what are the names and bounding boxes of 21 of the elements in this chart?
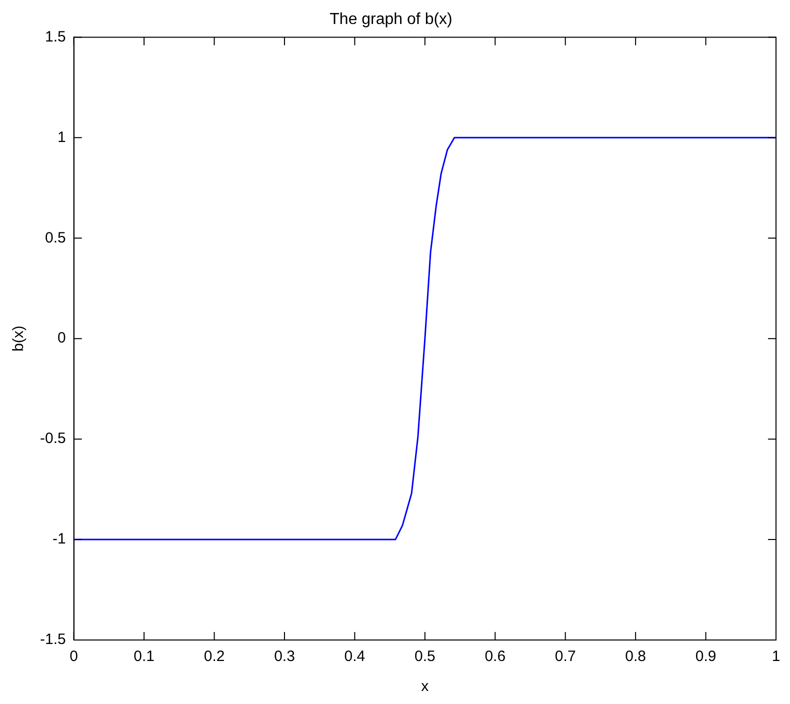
x-tick-label: 0.7 bbox=[554, 648, 576, 666]
x-tick-label: 0.6 bbox=[484, 648, 506, 666]
y-tick-label: 0 bbox=[58, 330, 66, 347]
x-tick-label: 1 bbox=[772, 648, 780, 666]
y-tick-label: 1 bbox=[58, 128, 66, 146]
y-tick-label: -1.5 bbox=[40, 631, 66, 648]
y-tick-label: -0.5 bbox=[40, 430, 66, 448]
y-tick-label: -1 bbox=[52, 530, 66, 548]
y-tick-label: 1.5 bbox=[44, 28, 66, 46]
x-tick-label: 0.3 bbox=[274, 648, 295, 666]
x-tick-label: 0.8 bbox=[625, 648, 646, 666]
x-tick-label: 0.1 bbox=[134, 648, 154, 666]
x-tick-label: 0.4 bbox=[344, 648, 366, 666]
x-tick-label: 0 bbox=[70, 648, 78, 666]
x-tick-label: 0.2 bbox=[204, 648, 225, 666]
x-tick-label: 0.9 bbox=[695, 648, 716, 666]
x-tick-label: 0.5 bbox=[414, 648, 436, 666]
chart-title: The graph of b(x) bbox=[330, 11, 452, 28]
y-axis-title: b(x) bbox=[10, 326, 28, 352]
x-axis-title: x bbox=[421, 678, 430, 696]
y-tick-label: 0.5 bbox=[44, 229, 66, 246]
